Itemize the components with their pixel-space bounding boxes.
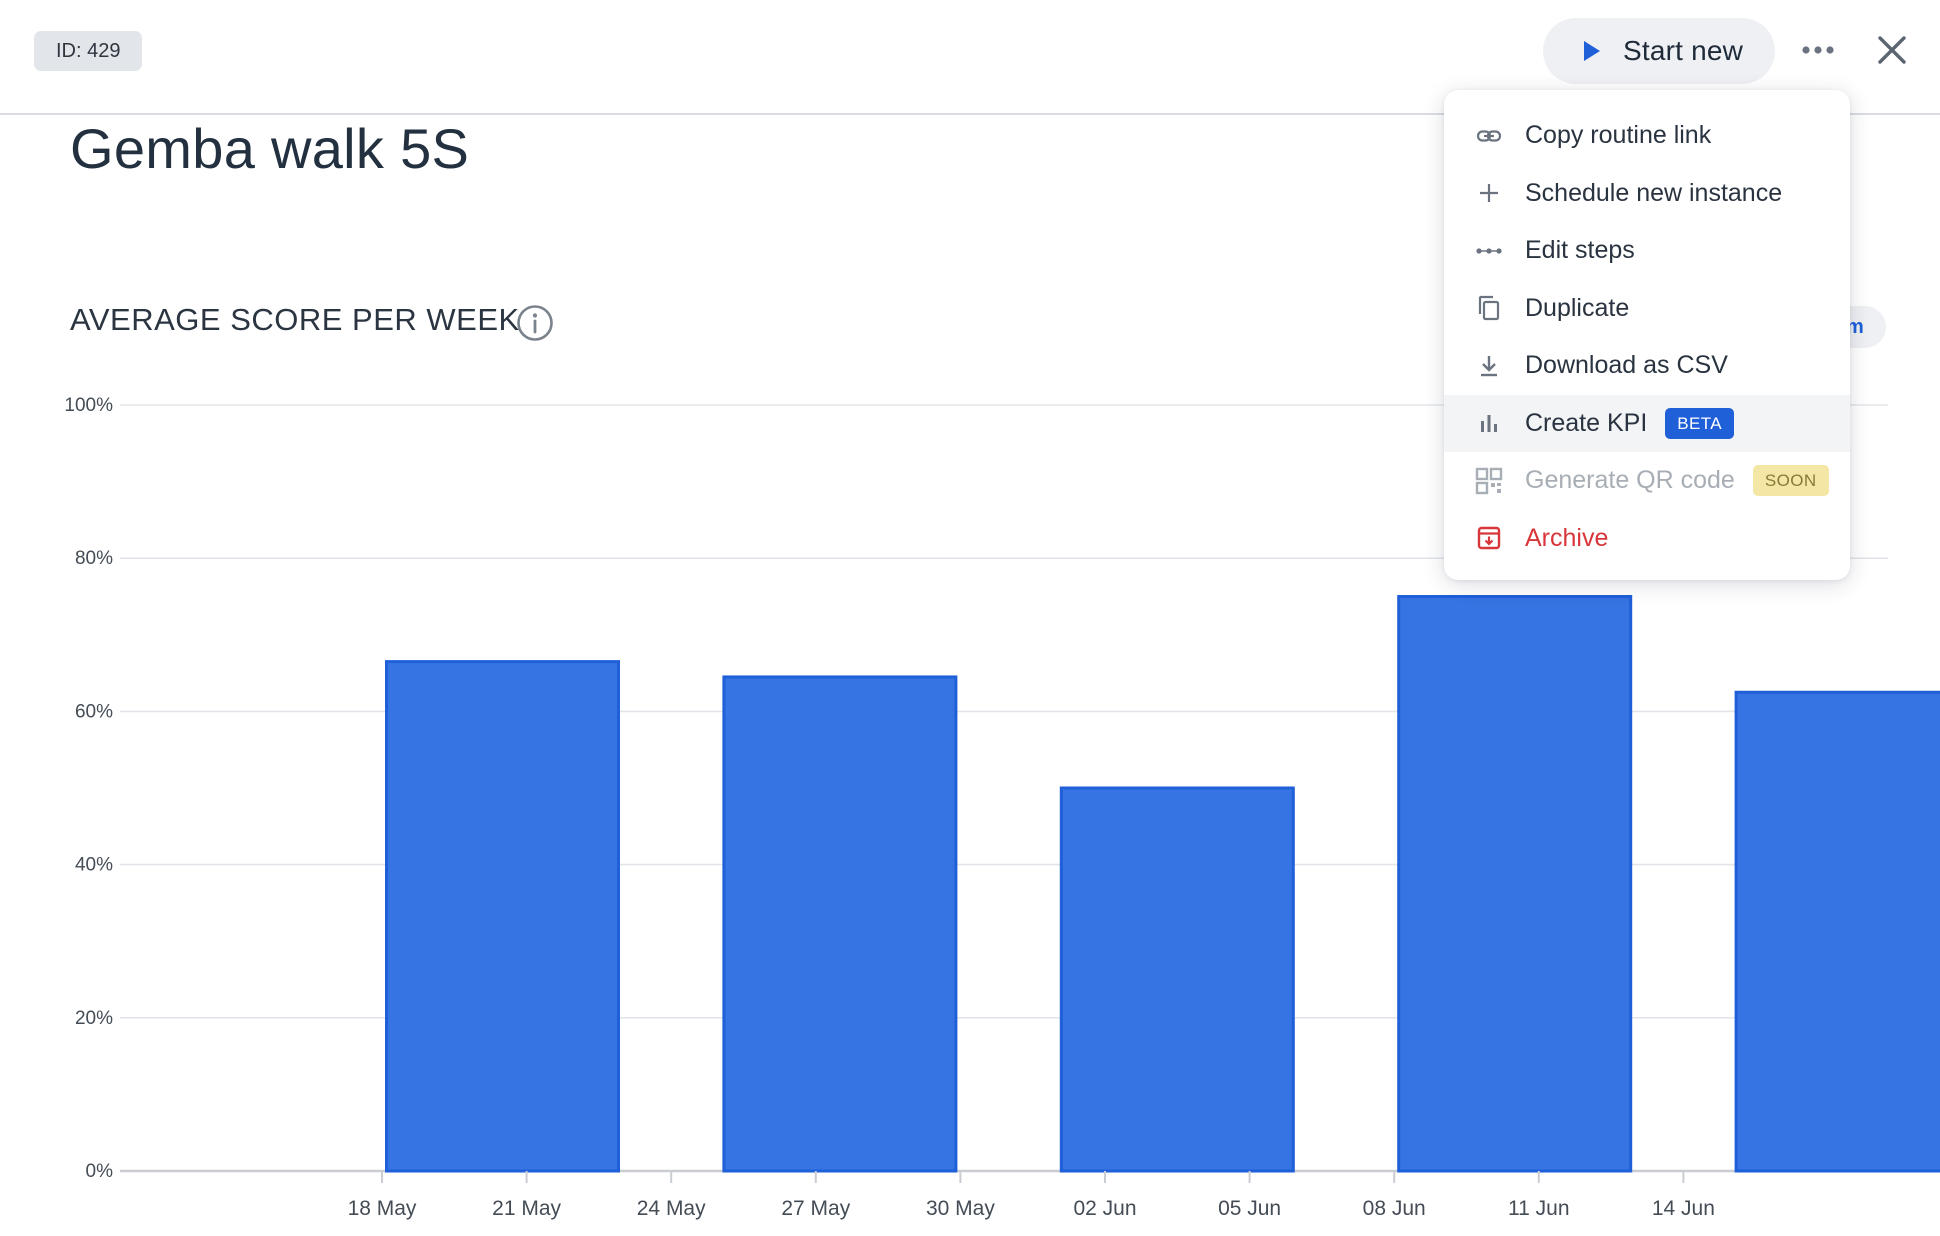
bar[interactable] [1734,690,1940,1173]
more-options-menu: Copy routine link Schedule new instance Ed… [1444,90,1850,580]
play-icon [1584,41,1600,61]
x-tick-label: 27 May [781,1197,850,1220]
menu-item-label: Generate QR code [1525,466,1735,495]
menu-item-copy-routine-link[interactable]: Copy routine link [1444,107,1850,165]
x-tick-label: 05 Jun [1218,1197,1281,1220]
chart-title: AVERAGE SCORE PER WEEK [70,302,520,337]
menu-item-label: Schedule new instance [1525,178,1783,207]
info-icon[interactable] [516,304,554,342]
bar[interactable] [1397,595,1633,1173]
menu-item-duplicate[interactable]: Duplicate [1444,280,1850,338]
menu-item-download-as-csv[interactable]: Download as CSV [1444,337,1850,395]
menu-item-label: Edit steps [1525,236,1635,265]
duplicate-icon [1474,293,1504,323]
x-tick-label: 24 May [637,1197,706,1220]
x-tick-label: 11 Jun [1508,1197,1570,1220]
y-tick-label: 0% [86,1161,114,1182]
menu-item-label: Copy routine link [1525,121,1712,150]
y-tick-label: 20% [75,1008,113,1029]
bar[interactable] [722,675,958,1173]
menu-item-label: Create KPI [1525,408,1648,437]
more-options-icon[interactable] [1798,34,1838,66]
menu-item-label: Archive [1525,523,1609,552]
menu-item-create-kpi[interactable]: Create KPI BETA [1444,394,1850,452]
menu-item-label: Duplicate [1525,293,1630,322]
close-icon[interactable] [1872,30,1912,70]
y-tick-label: 40% [75,855,113,876]
bar[interactable] [1059,786,1295,1173]
steps-icon [1474,236,1504,266]
average-score-bar-chart: 0% 20% 40% 60% 80% 100% 18 May 21 May 24 May 27 … [64,395,1940,1220]
x-tick-label: 30 May [926,1197,995,1220]
plus-icon [1474,178,1504,208]
archive-icon [1474,523,1504,553]
id-badge: ID: 429 [34,31,143,71]
menu-item-edit-steps[interactable]: Edit steps [1444,222,1850,280]
bar-chart-icon [1474,408,1504,438]
y-tick-label: 80% [75,548,113,569]
x-tick-label: 08 Jun [1363,1197,1426,1220]
chart-range-button-label: m [1846,316,1864,338]
top-bar: ID: 429 Start new [0,0,1940,115]
menu-item-label: Download as CSV [1525,351,1728,380]
soon-badge: SOON [1752,465,1829,497]
menu-item-schedule-new-instance[interactable]: Schedule new instance [1444,165,1850,223]
menu-item-generate-qr-code: Generate QR code SOON [1444,452,1850,510]
start-new-label: Start new [1623,35,1744,66]
page-title: Gemba walk 5S [70,117,470,180]
x-tick-label: 14 Jun [1652,1197,1715,1220]
x-tick-label: 18 May [348,1197,417,1220]
beta-badge: BETA [1665,407,1735,439]
y-tick-label: 100% [64,395,113,416]
y-tick-label: 60% [75,701,113,722]
x-tick-label: 02 Jun [1073,1197,1136,1220]
start-new-button[interactable]: Start new [1543,18,1775,84]
link-icon [1474,121,1504,151]
menu-item-archive[interactable]: Archive [1444,510,1850,568]
x-tick-label: 21 May [492,1197,561,1220]
download-icon [1474,351,1504,381]
qr-code-icon [1474,466,1504,496]
bar[interactable] [385,660,620,1173]
